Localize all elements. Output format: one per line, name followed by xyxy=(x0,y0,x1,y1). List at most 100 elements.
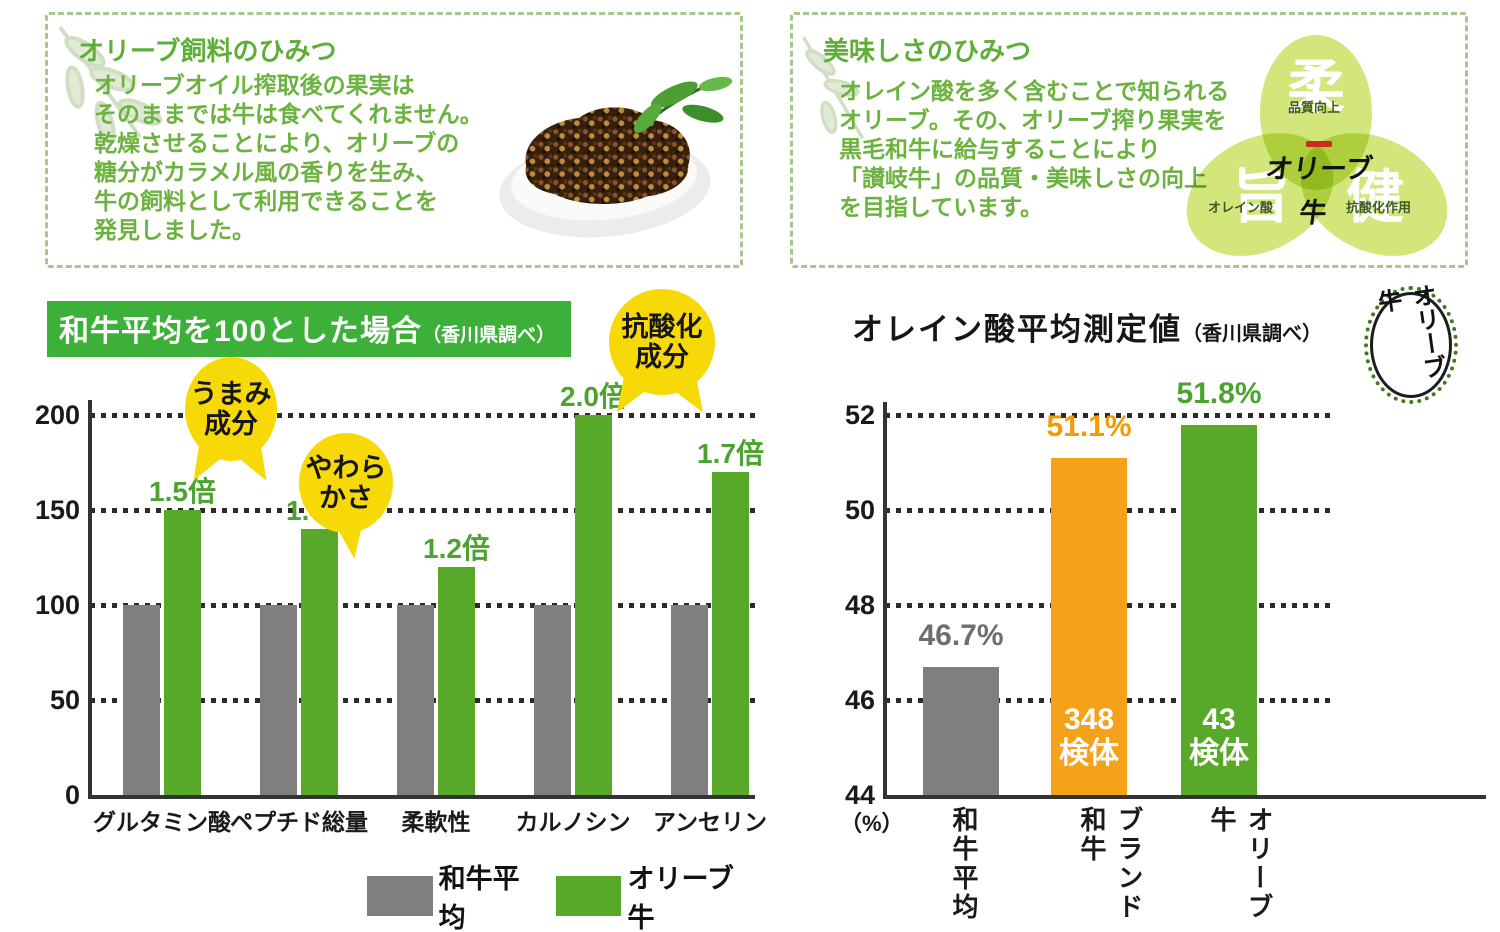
wagyu-comparison-chart: 和牛平均を100とした場合（香川県調べ） 0 50 100 150 200 1.5倍グルタ… xyxy=(35,289,767,932)
legend-label-wagyu: 和牛平均 xyxy=(438,864,520,932)
multiplier-label-3: 2.0倍 xyxy=(560,381,627,412)
bar-和牛平均-1 xyxy=(260,605,297,795)
taste-line: 「讃岐牛」の品質・美味しさの向上 xyxy=(839,165,1207,191)
bar-和牛平均-0 xyxy=(123,605,160,795)
y-tick-50: 50 xyxy=(49,685,80,715)
antioxidant-bubble: 抗酸化 成分 xyxy=(605,289,715,420)
y-unit-label: （%） xyxy=(840,811,904,836)
bar-和牛平均-2 xyxy=(397,605,434,795)
bubble-line: 抗酸化 xyxy=(621,312,703,342)
right-chart-plot: 44 46 48 50 52 46.7% 和牛平均 51.1% 348 検体 ブランド和牛 51.8%… xyxy=(840,290,1500,932)
legend-swatch-olive xyxy=(555,876,622,916)
legend-item-olive: オリーブ牛 xyxy=(555,857,760,932)
venn-label-oleic: オレイン酸 xyxy=(1208,200,1274,215)
chart-legend: 和牛平均 オリーブ牛 xyxy=(367,857,760,932)
bubble-line: やわら xyxy=(305,453,387,483)
feed-line: 糖分がカラメル風の香りを生み、 xyxy=(94,159,439,185)
legend-swatch-wagyu xyxy=(367,876,433,916)
bubble-line: うまみ xyxy=(190,379,272,409)
feed-line: オリーブオイル搾取後の果実は xyxy=(94,72,415,98)
left-chart-title-note: （香川県調べ） xyxy=(422,325,556,346)
venn-label-antioxidant: 抗酸化作用 xyxy=(1346,200,1412,215)
sample-count-1: 348 検体 xyxy=(1051,703,1127,771)
taste-line: を目指しています。 xyxy=(839,194,1044,220)
value-label-1: 51.1% xyxy=(1046,409,1132,443)
right-chart-title-note: （香川県調べ） xyxy=(1182,323,1322,345)
x-axis xyxy=(883,795,1486,799)
olive-feed-secret-box: オリーブ飼料のひみつ オリーブオイル搾取後の果実は そのままでは牛は食べてくれま… xyxy=(45,12,743,268)
olive-beef-logo-text: オリーブ牛 xyxy=(1263,154,1375,228)
bar-オリーブ牛-0 xyxy=(164,510,201,795)
y-tick-150: 150 xyxy=(34,495,80,525)
bubble-line: 成分 xyxy=(204,409,258,439)
taste-box-title: 美味しさのひみつ xyxy=(823,36,1032,66)
olive-beef-stamp-logo: オリーブ牛 xyxy=(1364,282,1458,404)
y-tick-44: 44 xyxy=(844,780,875,810)
taste-line: オレイン酸を多く含むことで知られる xyxy=(839,78,1230,104)
bubble-tail xyxy=(336,523,368,561)
bar-和牛平均-4 xyxy=(671,605,708,795)
multiplier-label-4: 1.7倍 xyxy=(697,438,764,469)
bar-オリーブ牛-2 xyxy=(438,567,475,795)
taste-line: 黒毛和牛に給与することにより xyxy=(839,136,1161,162)
y-tick-46: 46 xyxy=(844,685,875,715)
venn-kanji-tasty: 旨 xyxy=(1232,165,1291,230)
sample-count-2: 43 検体 xyxy=(1181,703,1257,771)
stamp-wreath-ring xyxy=(1364,286,1458,404)
stamp-logo-text: オリーブ牛 xyxy=(1372,282,1447,382)
sample-count-line: 43 xyxy=(1202,703,1236,736)
category-label-1: ペプチド総量 xyxy=(230,809,368,835)
bar-ブランド和牛 xyxy=(1051,457,1127,795)
bubble-line: 成分 xyxy=(635,342,689,372)
category-label-3: カルノシン xyxy=(515,809,631,835)
oleic-acid-chart: オレイン酸平均測定値（香川県調べ） オリーブ牛 （%） 44 46 48 50 52 46… xyxy=(840,282,1500,932)
feed-line: そのままでは牛は食べてくれません。 xyxy=(94,101,483,127)
multiplier-label-0: 1.5倍 xyxy=(149,476,216,507)
venn-label-quality: 品質向上 xyxy=(1288,100,1341,115)
tenderness-bubble: やわら かさ xyxy=(299,433,393,561)
stamp-inner-ring xyxy=(1370,292,1452,398)
y-axis xyxy=(883,402,887,795)
value-label-0: 46.7% xyxy=(918,618,1004,652)
value-label-2: 51.8% xyxy=(1176,376,1262,410)
feed-line: 乾燥させることにより、オリーブの xyxy=(94,130,460,156)
gridline-200 xyxy=(90,413,755,418)
y-tick-200: 200 xyxy=(34,400,80,430)
y-tick-0: 0 xyxy=(64,780,80,810)
x-axis xyxy=(88,795,755,799)
umami-bubble: うまみ 成分 xyxy=(182,357,278,488)
right-chart-title-wrap: オレイン酸平均測定値（香川県調べ） xyxy=(852,304,1322,349)
category-label-0: グルタミン酸 xyxy=(93,809,231,835)
y-tick-48: 48 xyxy=(844,590,875,620)
category-label-オリーブ牛: オリーブ牛 xyxy=(1207,806,1274,922)
bar-オリーブ牛 xyxy=(1181,424,1257,795)
taste-box-body: オレイン酸を多く含むことで知られる オリーブ。その、オリーブ搾り果実を 黒毛和牛… xyxy=(839,77,1229,222)
y-tick-100: 100 xyxy=(34,590,80,620)
olive-pomace-dish-image xyxy=(499,76,733,238)
benefit-venn-diagram: 柔 旨 健 品質向上 オレイン酸 抗酸化作用 オリーブ牛 xyxy=(1165,29,1469,281)
taste-line: オリーブ。その、オリーブ搾り果実を xyxy=(839,107,1227,133)
bar-オリーブ牛-1 xyxy=(301,529,338,795)
legend-label-olive: オリーブ牛 xyxy=(627,864,734,932)
left-chart-title: 和牛平均を100とした場合 xyxy=(59,315,423,348)
feed-line: 牛の飼料として利用できることを xyxy=(94,188,438,214)
y-tick-52: 52 xyxy=(844,400,875,430)
category-label-2: 柔軟性 xyxy=(401,809,471,835)
bubble-line: かさ xyxy=(319,483,373,513)
gridline-52 xyxy=(885,413,1335,418)
multiplier-label-2: 1.2倍 xyxy=(423,533,490,564)
bar-和牛平均 xyxy=(923,666,999,795)
sample-count-line: 348 xyxy=(1063,703,1115,736)
sample-count-line: 検体 xyxy=(1189,737,1249,770)
right-chart-title: オレイン酸平均測定値 xyxy=(852,312,1182,347)
feed-box-body: オリーブオイル搾取後の果実は そのままでは牛は食べてくれません。 乾燥させること… xyxy=(94,71,483,245)
bar-オリーブ牛-3 xyxy=(575,415,612,795)
feed-box-title: オリーブ飼料のひみつ xyxy=(78,36,337,66)
venn-kanji-healthy: 健 xyxy=(1346,165,1405,230)
y-axis xyxy=(88,400,92,795)
bar-和牛平均-3 xyxy=(534,605,571,795)
bar-オリーブ牛-4 xyxy=(712,472,749,795)
gridline-150 xyxy=(90,508,755,513)
category-label-和牛平均: 和牛平均 xyxy=(949,806,979,922)
y-tick-50: 50 xyxy=(844,495,875,525)
